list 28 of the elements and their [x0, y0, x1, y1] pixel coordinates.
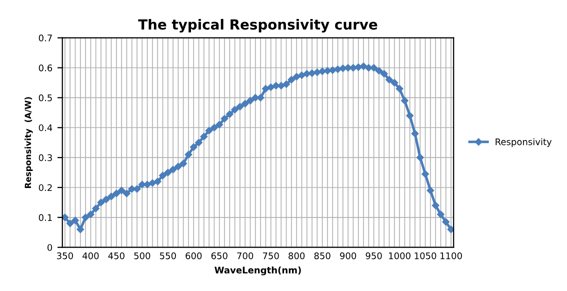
y-tick-label: 0.6 — [38, 64, 52, 72]
x-tick-label: 400 — [82, 252, 99, 260]
x-axis-title: WaveLength(nm) — [214, 266, 301, 276]
x-tick-label: 700 — [237, 252, 254, 260]
x-tick-label: 900 — [340, 252, 356, 260]
y-tick-label: 0.3 — [38, 154, 52, 162]
x-tick-label: 1000 — [389, 252, 410, 260]
x-tick-label: 500 — [134, 252, 150, 260]
y-tick-label: 0.7 — [38, 34, 52, 42]
y-tick-label: 0.4 — [38, 124, 52, 132]
x-tick-label: 800 — [288, 252, 305, 260]
y-tick-label: 0.5 — [38, 94, 52, 102]
x-tick-label: 650 — [211, 252, 228, 260]
x-tick-label: 1100 — [440, 252, 462, 260]
y-tick-label: 0.1 — [38, 214, 52, 221]
y-tick-label: 0 — [48, 244, 52, 251]
legend-label: Responsivity — [496, 138, 552, 147]
x-tick-label: 600 — [186, 252, 202, 260]
x-tick-label: 850 — [314, 252, 330, 260]
x-tick-label: 1050 — [414, 252, 436, 260]
y-axis-title: Responsivity (A/W) — [24, 97, 33, 188]
x-tick-label: 550 — [160, 252, 176, 260]
x-tick-label: 750 — [262, 252, 279, 260]
y-tick-label: 0.2 — [38, 184, 52, 192]
x-tick-label: 950 — [366, 252, 382, 260]
chart-title: The typical Responsivity curve — [138, 18, 378, 32]
x-tick-label: 350 — [57, 252, 73, 260]
x-tick-label: 450 — [108, 252, 124, 260]
